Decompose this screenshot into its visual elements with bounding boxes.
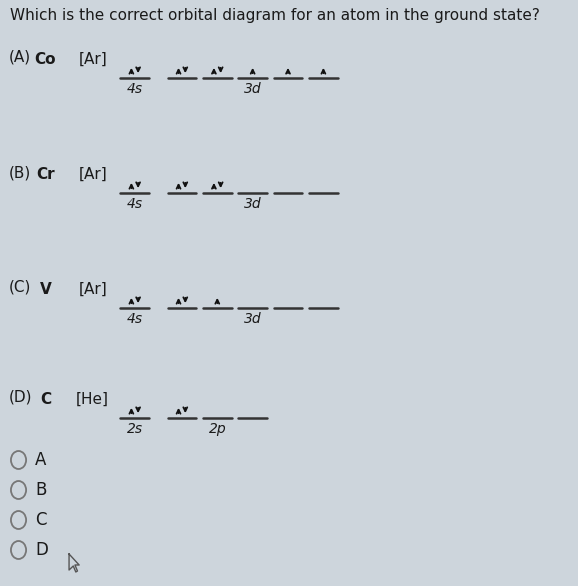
- Text: Co: Co: [35, 52, 56, 67]
- Text: B: B: [35, 481, 47, 499]
- Text: A: A: [35, 451, 47, 469]
- Text: [Ar]: [Ar]: [78, 167, 107, 182]
- Text: [Ar]: [Ar]: [78, 282, 107, 297]
- Text: [He]: [He]: [76, 392, 109, 407]
- Text: (D): (D): [9, 390, 32, 405]
- Text: 3d: 3d: [244, 82, 261, 96]
- Text: C: C: [35, 511, 47, 529]
- Text: 4s: 4s: [127, 312, 143, 326]
- Text: [Ar]: [Ar]: [78, 52, 107, 67]
- Text: V: V: [40, 282, 51, 297]
- Text: 3d: 3d: [244, 197, 261, 211]
- Text: C: C: [40, 392, 51, 407]
- Text: (B): (B): [9, 165, 31, 180]
- Text: Cr: Cr: [36, 167, 55, 182]
- Text: 4s: 4s: [127, 82, 143, 96]
- Text: 4s: 4s: [127, 197, 143, 211]
- Text: D: D: [35, 541, 48, 559]
- Text: 2s: 2s: [127, 422, 143, 436]
- Text: (C): (C): [9, 280, 31, 295]
- Text: 2p: 2p: [209, 422, 226, 436]
- Text: Which is the correct orbital diagram for an atom in the ground state?: Which is the correct orbital diagram for…: [10, 8, 540, 23]
- Text: 3d: 3d: [244, 312, 261, 326]
- Text: (A): (A): [9, 50, 31, 65]
